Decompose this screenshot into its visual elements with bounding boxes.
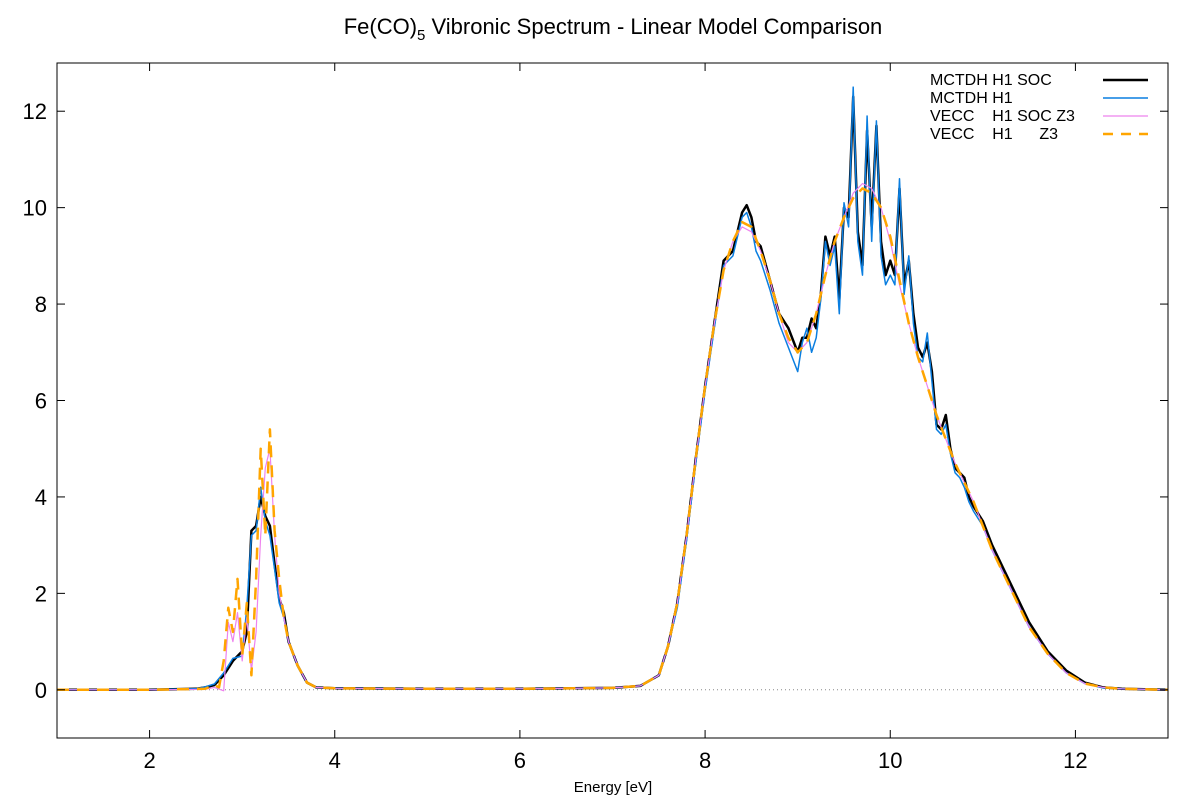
legend-label: VECC H1 Z3 <box>930 126 1058 143</box>
x-tick-label: 6 <box>514 748 526 773</box>
chart-title-suffix: Vibronic Spectrum - Linear Model Compari… <box>425 14 882 39</box>
y-tick-label: 4 <box>35 485 47 510</box>
plot-frame <box>56 62 1169 739</box>
axes-layer: 2 4 6 8 10 12 0 2 4 6 8 10 12 <box>23 63 1168 773</box>
y-tick-label: 6 <box>35 389 47 414</box>
y-tick-label: 0 <box>35 678 47 703</box>
y-tick-label: 2 <box>35 581 47 606</box>
y-tick-label: 10 <box>23 196 47 221</box>
legend-label: VECC H1 SOC Z3 <box>930 108 1075 125</box>
x-tick-label: 2 <box>143 748 155 773</box>
x-tick-label: 12 <box>1063 748 1087 773</box>
series-line-4 <box>57 187 1169 692</box>
x-tick-label: 8 <box>699 748 711 773</box>
y-tick-label: 8 <box>35 292 47 317</box>
chart-title-subscript: 5 <box>417 27 425 44</box>
legend-label: MCTDH H1 SOC <box>930 72 1052 89</box>
x-tick-label: 4 <box>329 748 341 773</box>
series-line-1 <box>57 95 1169 692</box>
series-layer <box>57 86 1169 692</box>
series-line-2 <box>57 86 1169 691</box>
y-tick-label: 12 <box>23 99 47 124</box>
legend-label: MCTDH H1 <box>930 90 1013 107</box>
x-axis-label: Energy [eV] <box>574 779 652 796</box>
series-line-3 <box>57 182 1169 692</box>
x-tick-label: 10 <box>878 748 902 773</box>
chart-title: Fe(CO)5 Vibronic Spectrum - Linear Model… <box>344 14 883 44</box>
